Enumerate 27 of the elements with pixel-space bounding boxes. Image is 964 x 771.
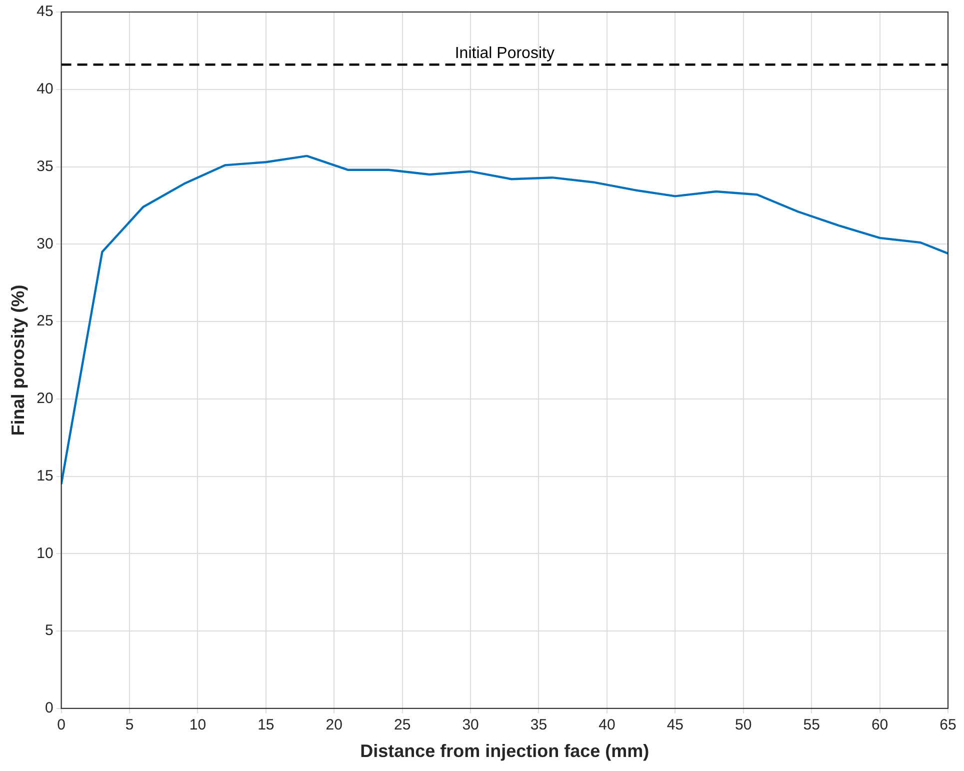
x-tick-label: 35 xyxy=(530,716,548,734)
x-tick-label: 65 xyxy=(940,716,956,734)
x-tick-label: 25 xyxy=(394,716,411,734)
x-tick-label: 45 xyxy=(666,716,684,734)
x-tick-label: 0 xyxy=(57,716,66,734)
x-tick-label: 60 xyxy=(871,716,888,734)
x-tick-label: 10 xyxy=(189,716,206,734)
y-tick-label: 45 xyxy=(36,3,54,20)
ref-line-label: Initial Porosity xyxy=(454,45,554,62)
y-tick-label: 0 xyxy=(44,700,54,717)
x-tick-label: 50 xyxy=(735,716,752,734)
x-tick-label: 55 xyxy=(803,716,820,734)
y-tick-label: 20 xyxy=(36,390,54,408)
x-tick-label: 20 xyxy=(326,716,342,734)
y-axis-title: Final porosity (%) xyxy=(8,284,28,436)
y-tick-label: 40 xyxy=(36,80,54,98)
y-tick-label: 35 xyxy=(36,158,54,175)
x-tick-label: 5 xyxy=(125,716,134,734)
x-axis-title: Distance from injection face (mm) xyxy=(360,741,650,762)
y-tick-label: 5 xyxy=(44,622,54,640)
x-tick-label: 30 xyxy=(462,716,479,734)
x-tick-label: 15 xyxy=(258,716,274,734)
y-tick-label: 10 xyxy=(36,544,54,562)
x-tick-label: 40 xyxy=(598,716,616,734)
y-tick-label: 15 xyxy=(36,467,54,484)
y-tick-label: 25 xyxy=(36,312,54,330)
y-tick-label: 30 xyxy=(36,235,54,252)
